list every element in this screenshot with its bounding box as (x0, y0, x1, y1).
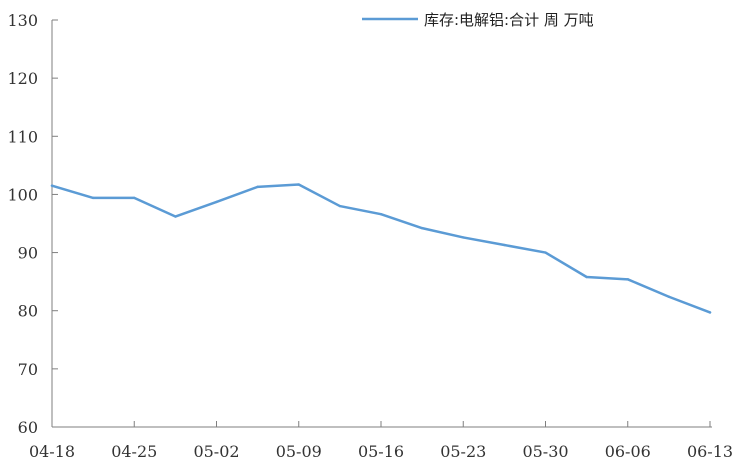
data-point (297, 183, 300, 186)
data-point (503, 243, 506, 247)
data-point (626, 278, 629, 281)
data-point (379, 212, 383, 216)
legend-label: 库存:电解铝:合计 周 万吨 (424, 11, 594, 29)
y-tick-label: 120 (7, 69, 38, 88)
x-tick-label: 04-18 (29, 442, 75, 461)
x-axis-ticks: 04-18 04-25 05-02 05-09 05-16 05-23 05-30 06-06… (29, 421, 733, 461)
y-axis-ticks: 60 70 80 90 100 110 120 130 (7, 11, 58, 437)
y-tick-label: 100 (7, 185, 38, 204)
data-point (462, 236, 465, 239)
y-tick-label: 60 (18, 418, 38, 437)
x-tick-label: 05-09 (276, 442, 322, 461)
data-point (50, 184, 54, 187)
y-tick-label: 130 (7, 11, 38, 30)
data-point (585, 275, 588, 279)
x-tick-label: 06-13 (687, 442, 733, 461)
data-point (133, 196, 136, 200)
data-point (420, 226, 424, 230)
data-point (338, 204, 342, 208)
axes (51, 20, 712, 428)
data-point (544, 251, 547, 254)
data-point (708, 311, 712, 314)
x-tick-label: 05-16 (358, 442, 404, 461)
data-point (91, 196, 95, 200)
data-point (174, 215, 177, 218)
series-layer (50, 183, 712, 314)
y-tick-label: 80 (18, 302, 38, 321)
data-point (215, 200, 218, 204)
x-tick-label: 05-02 (193, 442, 239, 461)
data-point (256, 185, 259, 189)
x-tick-label: 05-30 (522, 442, 568, 461)
series-line (50, 183, 712, 314)
x-tick-label: 05-23 (440, 442, 486, 461)
y-tick-label: 70 (18, 360, 38, 379)
y-tick-label: 90 (18, 244, 38, 263)
x-tick-label: 04-25 (111, 442, 157, 461)
x-tick-label: 06-06 (605, 442, 651, 461)
y-tick-label: 110 (7, 127, 38, 146)
legend: 库存:电解铝:合计 周 万吨 (362, 11, 594, 29)
data-point (667, 295, 671, 298)
